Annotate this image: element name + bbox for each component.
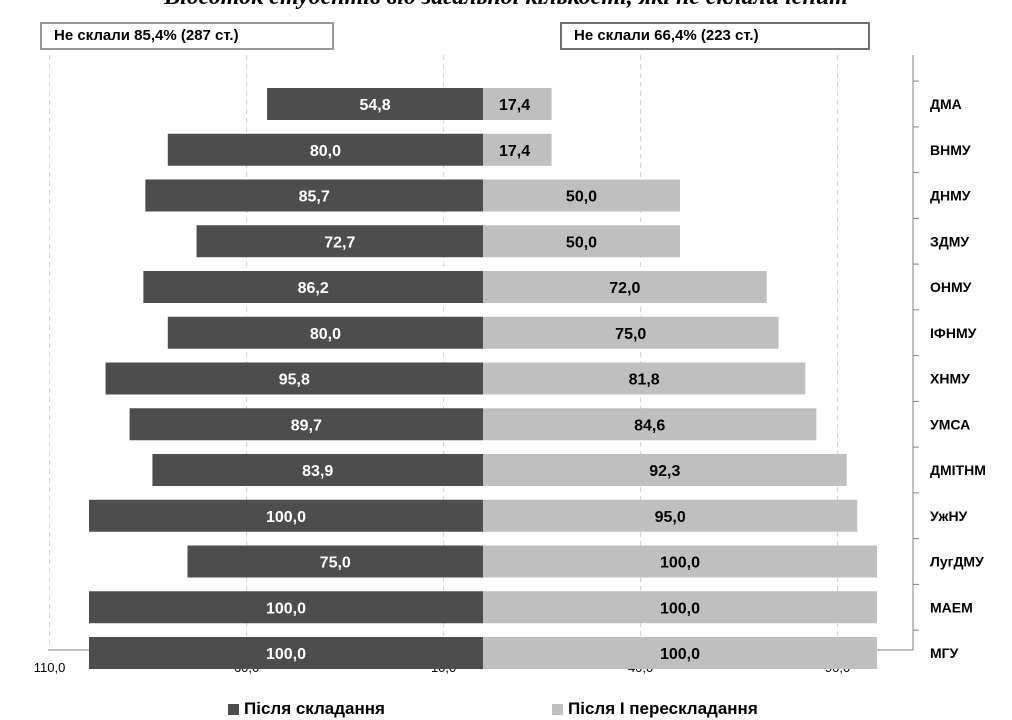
data-label-series-1: 80,0 [310,143,341,160]
category-label: ІФНМУ [930,325,977,341]
legend-item-series-1: Після складання [228,699,385,719]
bar-series-2 [483,179,680,212]
data-label-series-1: 54,8 [359,97,390,114]
bar-series-1 [89,591,483,624]
bar-series-1 [152,454,483,486]
data-label-series-2: 50,0 [566,234,597,251]
data-label-series-2: 81,8 [629,372,660,389]
data-label-series-1: 83,9 [302,463,333,480]
data-label-series-1: 100,0 [266,509,306,526]
data-label-series-1: 95,8 [279,372,310,389]
category-label: МГУ [930,645,959,661]
bar-series-1 [167,316,484,349]
bar-series-2 [483,591,877,624]
chart-title: Відсоток студентів від загальної кількос… [0,0,1012,11]
legend-swatch-series-2 [552,703,563,715]
data-label-series-1: 75,0 [320,555,351,572]
bar-series-1 [89,499,483,532]
category-label: ХНМУ [930,371,970,387]
category-label: ЗДМУ [930,233,969,249]
legend-label-series-2: Після І перескладання [568,699,758,718]
bar-series-2 [483,225,680,258]
bar-series-2 [483,454,847,486]
data-label-series-2: 92,3 [649,463,680,480]
data-label-series-2: 84,6 [634,417,665,434]
legend-label-series-1: Після складання [244,699,385,718]
data-label-series-1: 100,0 [266,600,306,617]
category-label: ДМІТНМ [930,462,986,478]
bar-series-1 [267,88,483,120]
bar-series-1 [105,362,483,395]
bar-chart-plot: 110,060,010,040,090,054,817,4ДМА80,017,4… [34,55,986,675]
data-label-series-1: 80,0 [310,326,341,343]
data-label-series-2: 100,0 [660,600,700,617]
x-tick-label: 110,0 [34,660,66,675]
data-label-series-2: 100,0 [660,646,700,663]
bar-series-2 [483,133,552,166]
bar-series-2 [483,316,779,349]
data-label-series-2: 95,0 [655,509,686,526]
data-label-series-1: 86,2 [298,280,329,297]
bar-series-2 [483,408,817,441]
category-label: ВНМУ [930,142,971,158]
data-label-series-1: 85,7 [299,189,330,206]
category-label: МАЕМ [930,599,973,615]
category-label: ДНМУ [930,188,971,204]
bar-series-2 [483,499,858,532]
data-label-series-2: 17,4 [499,143,530,160]
legend-swatch-series-1 [228,703,239,715]
bar-series-1 [145,179,484,212]
bar-series-1 [187,545,483,578]
category-label: ОНМУ [930,279,972,295]
bar-series-1 [89,637,483,669]
bar-series-2 [483,637,877,669]
bar-series-2 [483,545,877,578]
bar-series-2 [483,88,552,120]
data-label-series-2: 75,0 [615,326,646,343]
annotation-right: Не склали 66,4% (223 ст.) [560,22,870,50]
bar-series-2 [483,362,806,395]
data-label-series-1: 89,7 [291,417,322,434]
data-label-series-2: 17,4 [499,97,530,114]
category-label: ЛугДМУ [930,554,984,570]
category-label: ДМА [930,96,962,112]
category-label: УжНУ [930,508,968,524]
legend-item-series-2: Після І перескладання [552,699,758,719]
data-label-series-1: 72,7 [324,234,355,251]
bar-series-2 [483,271,767,303]
data-label-series-2: 50,0 [566,189,597,206]
annotation-left: Не склали 85,4% (287 ст.) [40,22,334,50]
bar-series-1 [196,225,483,258]
legend: Після складання Після І перескладання [0,696,1012,720]
data-label-series-1: 100,0 [266,646,306,663]
bar-series-1 [167,133,484,166]
data-label-series-2: 100,0 [660,555,700,572]
bar-series-1 [129,408,483,441]
category-label: УМСА [930,416,970,432]
bar-series-1 [143,271,483,303]
data-label-series-2: 72,0 [609,280,640,297]
